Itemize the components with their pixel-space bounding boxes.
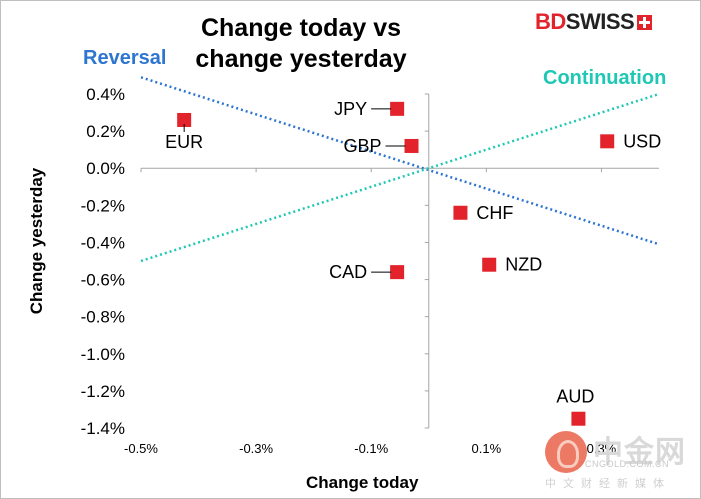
point-label-jpy: JPY bbox=[334, 99, 367, 119]
point-label-chf: CHF bbox=[476, 203, 513, 223]
bdswiss-logo: BD SWISS bbox=[535, 9, 653, 35]
x-tick-label: 0.3% bbox=[587, 441, 617, 456]
chart-title-line-1: Change today vs bbox=[200, 14, 402, 42]
point-jpy bbox=[390, 101, 405, 116]
x-axis-label: Change today bbox=[306, 473, 419, 492]
x-tick-label: 0.1% bbox=[472, 441, 502, 456]
continuation-annotation: Continuation bbox=[543, 67, 667, 89]
swiss-cross-icon bbox=[637, 14, 653, 30]
y-tick-label: -1.4% bbox=[81, 419, 125, 438]
point-aud bbox=[571, 411, 586, 426]
point-nzd bbox=[482, 257, 497, 272]
y-tick-label: -0.6% bbox=[81, 271, 125, 290]
point-label-eur: EUR bbox=[165, 132, 203, 152]
watermark-subtitle: 中文财经新媒体 bbox=[545, 478, 671, 490]
reversal-annotation: Reversal bbox=[83, 47, 167, 69]
chart-title-line-2: change yesterday bbox=[195, 45, 407, 73]
chart-title: Change today vs change yesterday bbox=[171, 13, 431, 75]
cngold-watermark: 中金网 CNGOLD.COM.CN 中文财经新媒体 bbox=[545, 429, 695, 491]
x-tick-label: -0.1% bbox=[354, 441, 388, 456]
point-label-nzd: NZD bbox=[505, 255, 542, 275]
y-tick-label: 0.2% bbox=[86, 122, 125, 141]
y-tick-label: -0.4% bbox=[81, 233, 125, 252]
watermark-url: CNGOLD.COM.CN bbox=[585, 459, 670, 469]
y-tick-label: 0.0% bbox=[86, 159, 125, 178]
continuation-line bbox=[140, 92, 660, 263]
y-tick-label: -0.2% bbox=[81, 196, 125, 215]
point-eur bbox=[177, 112, 192, 127]
watermark-cn-text: 中金网 bbox=[593, 436, 686, 469]
reversal-line bbox=[140, 76, 660, 246]
point-label-aud: AUD bbox=[556, 387, 594, 407]
point-cad bbox=[390, 265, 405, 280]
y-tick-label: -1.0% bbox=[81, 345, 125, 364]
point-label-gbp: GBP bbox=[343, 136, 381, 156]
axes-layer: 0.4% 0.2% 0.0% -0.2% -0.4% -0.6% -0.8% -1.0% -1.… bbox=[81, 85, 659, 456]
x-tick-label: -0.5% bbox=[124, 441, 158, 456]
cngold-logo-icon bbox=[545, 431, 587, 473]
point-usd bbox=[600, 134, 615, 149]
point-label-cad: CAD bbox=[329, 262, 367, 282]
points-layer: EUR JPY GBP USD CHF NZD CAD AUD bbox=[165, 99, 661, 426]
y-tick-label: 0.4% bbox=[86, 85, 125, 104]
reference-lines-layer bbox=[140, 76, 660, 263]
x-tick-label: -0.3% bbox=[239, 441, 273, 456]
logo-suffix: SWISS bbox=[565, 9, 635, 34]
point-label-usd: USD bbox=[623, 131, 661, 151]
logo-prefix: BD bbox=[535, 9, 566, 34]
y-tick-label: -0.8% bbox=[81, 308, 125, 327]
point-chf bbox=[453, 205, 468, 220]
y-tick-label: -1.2% bbox=[81, 382, 125, 401]
point-gbp bbox=[404, 138, 419, 153]
